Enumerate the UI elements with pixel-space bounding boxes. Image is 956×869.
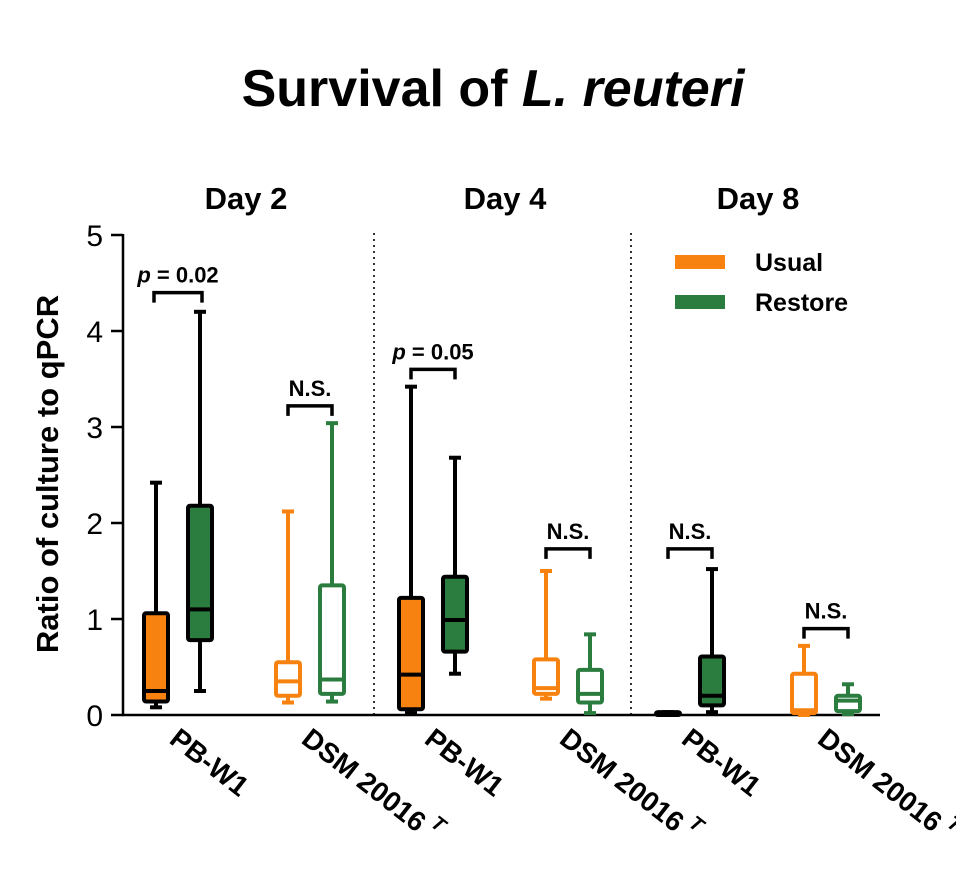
y-tick-label-3: 3 — [86, 412, 103, 445]
p-value: = 0.02 — [151, 263, 219, 288]
significance-label: N.S. — [805, 599, 848, 624]
annotation-3: p = 0.05 — [391, 339, 474, 380]
box-restore-3 — [441, 455, 469, 676]
annotation-2: N.S. — [286, 376, 334, 416]
annotation-4: N.S. — [544, 519, 592, 559]
category-superscript: T — [422, 809, 451, 838]
box-body — [142, 611, 170, 704]
significance-bracket — [409, 367, 457, 380]
significance-bracket — [666, 547, 714, 559]
group-label-day-8: Day 8 — [717, 181, 800, 216]
significance-bracket — [152, 290, 204, 303]
box-restore-5 — [698, 567, 726, 715]
significance-label: N.S. — [289, 376, 332, 401]
box-usual-5 — [654, 710, 682, 717]
y-tick-label-1: 1 — [86, 604, 103, 637]
box-restore-4 — [576, 632, 604, 716]
category-superscript: T — [680, 809, 709, 838]
x-axis-category-labels: PB-W1 DSM 20016 TPB-W1 DSM 20016 TPB-W1 DSM… — [164, 718, 956, 850]
box-usual-3 — [397, 384, 425, 716]
group-label-day-2: Day 2 — [205, 181, 288, 216]
category-label-6: DSM 20016 T — [812, 718, 956, 850]
box-usual-4 — [532, 569, 560, 701]
annotation-1: p = 0.02 — [136, 263, 219, 303]
box-usual-6 — [790, 643, 818, 717]
significance-label: p = 0.02 — [136, 263, 218, 288]
box-body — [186, 503, 214, 643]
y-axis-label: Ratio of culture to qPCR — [30, 295, 65, 653]
box-body — [576, 667, 604, 705]
y-tick-label-0: 0 — [86, 700, 103, 733]
p-symbol: p — [391, 339, 405, 364]
legend-label-usual: Usual — [755, 249, 823, 277]
box-body — [318, 583, 346, 696]
box-body — [441, 574, 469, 654]
box-body — [834, 693, 862, 714]
box-body — [698, 654, 726, 708]
y-axis: 0 1 2 3 4 5 — [86, 220, 880, 733]
box-body — [274, 660, 302, 698]
significance-label: N.S. — [547, 519, 590, 544]
chart-title-main: Survival of — [242, 60, 522, 118]
category-superscript: T — [938, 809, 956, 838]
y-tick-label-2: 2 — [86, 508, 103, 541]
chart-title-italic: L. reuteri — [522, 60, 746, 118]
category-label-5: PB-W1 — [676, 722, 766, 802]
annotation-6: N.S. — [802, 599, 850, 639]
box-body — [532, 657, 560, 696]
box-usual-1 — [142, 480, 170, 710]
p-value: = 0.05 — [406, 339, 474, 364]
day-group-labels: Day 2 Day 4 Day 8 — [205, 181, 800, 216]
box-usual-2 — [274, 509, 302, 705]
significance-label: N.S. — [669, 519, 712, 544]
significance-annotations: p = 0.02 N.S. p = 0.05 N.S. N.S. N.S. — [136, 263, 850, 639]
box-body — [397, 595, 425, 712]
annotation-5: N.S. — [666, 519, 714, 559]
category-label-3: PB-W1 — [419, 722, 509, 802]
p-symbol: p — [136, 263, 150, 288]
legend: Usual Restore — [675, 249, 848, 317]
box-restore-6 — [834, 682, 862, 717]
y-tick-label-4: 4 — [86, 316, 103, 349]
legend-label-restore: Restore — [755, 289, 848, 317]
legend-swatch-restore — [675, 295, 725, 309]
significance-bracket — [802, 626, 850, 639]
box-plots — [142, 309, 862, 717]
significance-bracket — [286, 404, 334, 416]
box-restore-1 — [186, 309, 214, 693]
significance-label: p = 0.05 — [391, 339, 473, 364]
box-body — [790, 671, 818, 716]
box-restore-2 — [318, 421, 346, 704]
category-label-1: PB-W1 — [164, 722, 254, 802]
chart-title: Survival of L. reuteri — [242, 60, 746, 118]
group-label-day-4: Day 4 — [464, 181, 547, 216]
day-dividers — [373, 233, 632, 715]
legend-swatch-usual — [675, 255, 725, 269]
significance-bracket — [544, 547, 592, 559]
y-tick-label-5: 5 — [86, 220, 103, 253]
